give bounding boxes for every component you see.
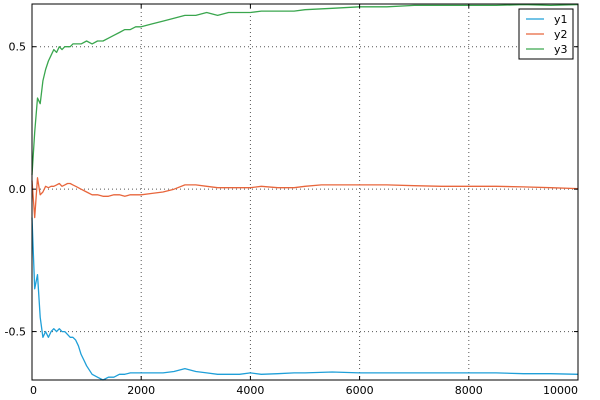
x-tick-label: 8000 xyxy=(455,384,483,397)
series-line-y2 xyxy=(31,177,579,219)
plot-frame xyxy=(31,3,579,381)
x-tick-label: 6000 xyxy=(346,384,374,397)
legend-label-y1: y1 xyxy=(554,13,568,26)
grid-lines xyxy=(32,4,578,380)
y-tick-label: 0.0 xyxy=(9,183,27,196)
legend-label-y3: y3 xyxy=(554,43,568,56)
y-tick-label: 0.5 xyxy=(9,41,27,54)
y-tick-label: -0.5 xyxy=(5,326,26,339)
x-tick-label: 4000 xyxy=(236,384,264,397)
x-tick-label: 10000 xyxy=(543,384,578,397)
x-tick-label: 2000 xyxy=(127,384,155,397)
legend-label-y2: y2 xyxy=(554,28,568,41)
data-series xyxy=(31,3,579,381)
series-line-y3 xyxy=(31,3,579,175)
x-tick-label: 0 xyxy=(30,384,37,397)
legend: y1 y2 y3 xyxy=(518,8,574,60)
axis-ticks: 0 2000 4000 6000 8000 10000 -0.5 0.0 0.5 xyxy=(5,4,579,397)
series-line-y1 xyxy=(31,217,579,381)
